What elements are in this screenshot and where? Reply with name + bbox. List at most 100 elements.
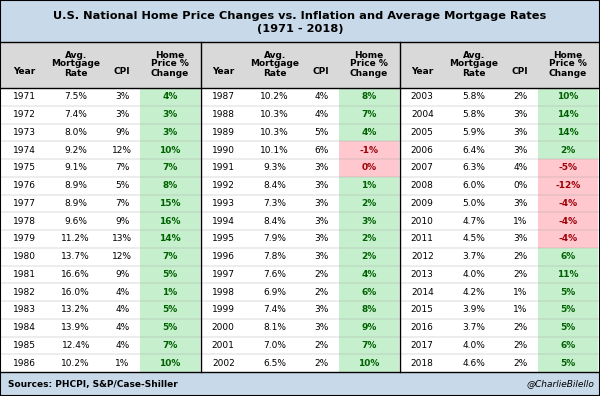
- Text: 2004: 2004: [411, 110, 434, 119]
- Bar: [538, 283, 598, 301]
- Bar: [538, 141, 598, 159]
- Text: 6.0%: 6.0%: [462, 181, 485, 190]
- Text: 3%: 3%: [314, 199, 328, 208]
- Bar: [140, 88, 200, 106]
- Text: 5%: 5%: [162, 305, 178, 314]
- Text: 8%: 8%: [162, 181, 178, 190]
- Text: Home: Home: [553, 51, 583, 59]
- Text: 5%: 5%: [560, 287, 575, 297]
- Bar: [538, 177, 598, 194]
- Text: 1984: 1984: [13, 323, 36, 332]
- Bar: [338, 248, 399, 265]
- Text: 2012: 2012: [411, 252, 434, 261]
- Text: 16%: 16%: [159, 217, 181, 226]
- Text: Avg.: Avg.: [463, 51, 485, 59]
- Text: 6.9%: 6.9%: [263, 287, 286, 297]
- Text: 3%: 3%: [162, 128, 178, 137]
- Text: 6%: 6%: [560, 252, 575, 261]
- Bar: [338, 177, 399, 194]
- Bar: [140, 212, 200, 230]
- Text: 5%: 5%: [560, 359, 575, 367]
- Text: 10.2%: 10.2%: [61, 359, 90, 367]
- Text: 2017: 2017: [411, 341, 434, 350]
- Text: 5%: 5%: [162, 323, 178, 332]
- Text: 8.4%: 8.4%: [263, 181, 286, 190]
- Text: 1975: 1975: [13, 164, 36, 172]
- Text: 3.7%: 3.7%: [462, 252, 485, 261]
- Text: 3%: 3%: [162, 110, 178, 119]
- Text: Mortgage: Mortgage: [250, 59, 299, 69]
- Text: 1974: 1974: [13, 146, 36, 154]
- Text: 1993: 1993: [212, 199, 235, 208]
- Bar: [140, 319, 200, 337]
- Text: 12.4%: 12.4%: [62, 341, 90, 350]
- Text: 7%: 7%: [361, 110, 376, 119]
- Bar: [140, 354, 200, 372]
- Text: Change: Change: [151, 69, 189, 78]
- Text: 1%: 1%: [513, 287, 527, 297]
- Text: Mortgage: Mortgage: [449, 59, 498, 69]
- Text: 3%: 3%: [115, 92, 130, 101]
- Bar: [338, 283, 399, 301]
- Text: 3%: 3%: [513, 128, 527, 137]
- Bar: [140, 301, 200, 319]
- Text: 5.8%: 5.8%: [462, 92, 485, 101]
- Bar: [140, 124, 200, 141]
- Text: -12%: -12%: [555, 181, 580, 190]
- Bar: [140, 248, 200, 265]
- Text: Rate: Rate: [263, 69, 287, 78]
- Bar: [538, 159, 598, 177]
- Text: 9%: 9%: [361, 323, 376, 332]
- Text: Avg.: Avg.: [65, 51, 87, 59]
- Text: Rate: Rate: [462, 69, 485, 78]
- Text: 16.6%: 16.6%: [61, 270, 90, 279]
- Text: U.S. National Home Price Changes vs. Inflation and Average Mortgage Rates: U.S. National Home Price Changes vs. Inf…: [53, 11, 547, 21]
- Text: 1999: 1999: [212, 305, 235, 314]
- Text: 4%: 4%: [361, 270, 376, 279]
- Bar: [538, 354, 598, 372]
- Text: 7%: 7%: [115, 164, 130, 172]
- Bar: [0, 0, 600, 42]
- Text: 2007: 2007: [411, 164, 434, 172]
- Bar: [140, 141, 200, 159]
- Text: 7.0%: 7.0%: [263, 341, 286, 350]
- Text: 1%: 1%: [115, 359, 130, 367]
- Text: 1986: 1986: [13, 359, 36, 367]
- Text: 10%: 10%: [557, 92, 578, 101]
- Text: 2006: 2006: [411, 146, 434, 154]
- Text: 3%: 3%: [314, 305, 328, 314]
- Text: Home: Home: [354, 51, 383, 59]
- Text: Year: Year: [411, 67, 433, 76]
- Bar: [538, 88, 598, 106]
- Text: 1%: 1%: [361, 181, 376, 190]
- Bar: [338, 141, 399, 159]
- Text: 5.8%: 5.8%: [462, 110, 485, 119]
- Text: 4%: 4%: [115, 305, 130, 314]
- Text: 5%: 5%: [560, 305, 575, 314]
- Text: 10.3%: 10.3%: [260, 128, 289, 137]
- Text: 9%: 9%: [115, 217, 130, 226]
- Text: 3%: 3%: [361, 217, 376, 226]
- Text: 3%: 3%: [115, 110, 130, 119]
- Bar: [338, 194, 399, 212]
- Text: 1%: 1%: [162, 287, 178, 297]
- Text: Avg.: Avg.: [263, 51, 286, 59]
- Text: 9.3%: 9.3%: [263, 164, 286, 172]
- Text: 1983: 1983: [13, 305, 36, 314]
- Text: 1989: 1989: [212, 128, 235, 137]
- Text: 10.1%: 10.1%: [260, 146, 289, 154]
- Text: 2000: 2000: [212, 323, 235, 332]
- Text: 1990: 1990: [212, 146, 235, 154]
- Text: 13.7%: 13.7%: [61, 252, 90, 261]
- Bar: [338, 337, 399, 354]
- Text: 2010: 2010: [411, 217, 434, 226]
- Text: 4%: 4%: [115, 287, 130, 297]
- Bar: [538, 301, 598, 319]
- Bar: [140, 177, 200, 194]
- Text: 2016: 2016: [411, 323, 434, 332]
- Text: 3%: 3%: [314, 181, 328, 190]
- Text: 1998: 1998: [212, 287, 235, 297]
- Bar: [338, 230, 399, 248]
- Text: 1978: 1978: [13, 217, 36, 226]
- Bar: [338, 88, 399, 106]
